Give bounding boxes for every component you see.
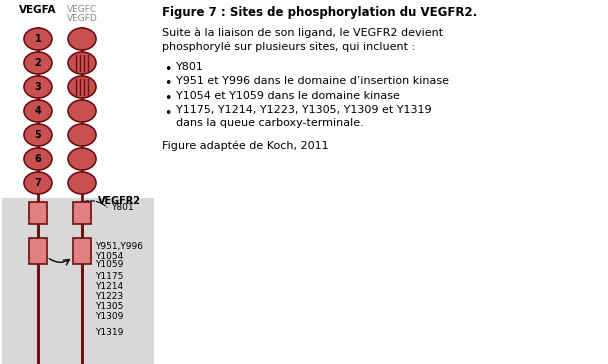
Text: Y951 et Y996 dans le domaine d’insertion kinase: Y951 et Y996 dans le domaine d’insertion…: [176, 76, 449, 87]
Text: Y1305: Y1305: [95, 302, 123, 311]
Text: 3: 3: [35, 82, 41, 92]
Text: VEGFA: VEGFA: [19, 5, 57, 15]
Text: Y801: Y801: [176, 62, 204, 72]
Text: Y1175: Y1175: [95, 272, 123, 281]
Ellipse shape: [24, 148, 52, 170]
Text: Y1309: Y1309: [95, 312, 123, 321]
Text: •: •: [164, 63, 171, 76]
Text: Suite à la liaison de son ligand, le VEGFR2 devient: Suite à la liaison de son ligand, le VEG…: [162, 28, 443, 39]
Text: 7: 7: [35, 178, 41, 188]
Bar: [73, 238, 91, 264]
Ellipse shape: [24, 28, 52, 50]
Text: Y1054 et Y1059 dans le domaine kinase: Y1054 et Y1059 dans le domaine kinase: [176, 91, 400, 101]
Text: VEGFD: VEGFD: [67, 14, 97, 23]
Text: •: •: [164, 78, 171, 91]
Ellipse shape: [24, 100, 52, 122]
Text: 4: 4: [35, 106, 41, 116]
Text: Y1214: Y1214: [95, 282, 123, 291]
Text: Figure 7 : Sites de phosphorylation du VEGFR2.: Figure 7 : Sites de phosphorylation du V…: [162, 6, 477, 19]
Ellipse shape: [68, 28, 96, 50]
Text: 2: 2: [35, 58, 41, 68]
Text: VEGFC: VEGFC: [67, 5, 97, 14]
Text: Y951,Y996: Y951,Y996: [95, 242, 143, 251]
Ellipse shape: [24, 52, 52, 74]
Text: Y1223: Y1223: [95, 292, 123, 301]
Bar: [73, 202, 91, 224]
Text: Y1319: Y1319: [95, 328, 123, 337]
Ellipse shape: [68, 100, 96, 122]
Ellipse shape: [68, 52, 96, 74]
Text: Y801: Y801: [111, 202, 134, 211]
Ellipse shape: [24, 172, 52, 194]
Text: Y1059: Y1059: [95, 260, 123, 269]
Text: dans la queue carboxy-terminale.: dans la queue carboxy-terminale.: [176, 118, 364, 128]
Text: Y1054: Y1054: [95, 252, 123, 261]
Text: 6: 6: [35, 154, 41, 164]
Ellipse shape: [68, 172, 96, 194]
Ellipse shape: [68, 124, 96, 146]
Ellipse shape: [24, 76, 52, 98]
Text: •: •: [164, 92, 171, 105]
Text: 5: 5: [35, 130, 41, 140]
Ellipse shape: [68, 76, 96, 98]
Bar: [2, 198, 154, 364]
Ellipse shape: [24, 124, 52, 146]
Text: Y1175, Y1214, Y1223, Y1305, Y1309 et Y1319: Y1175, Y1214, Y1223, Y1305, Y1309 et Y13…: [176, 106, 432, 115]
Text: •: •: [164, 107, 171, 119]
Text: VEGFR2: VEGFR2: [98, 196, 141, 206]
Bar: [29, 202, 47, 224]
Text: Figure adaptée de Koch, 2011: Figure adaptée de Koch, 2011: [162, 141, 329, 151]
Bar: [29, 238, 47, 264]
Text: phosphorylé sur plusieurs sites, qui incluent :: phosphorylé sur plusieurs sites, qui inc…: [162, 41, 415, 51]
Text: 1: 1: [35, 34, 41, 44]
Ellipse shape: [68, 148, 96, 170]
